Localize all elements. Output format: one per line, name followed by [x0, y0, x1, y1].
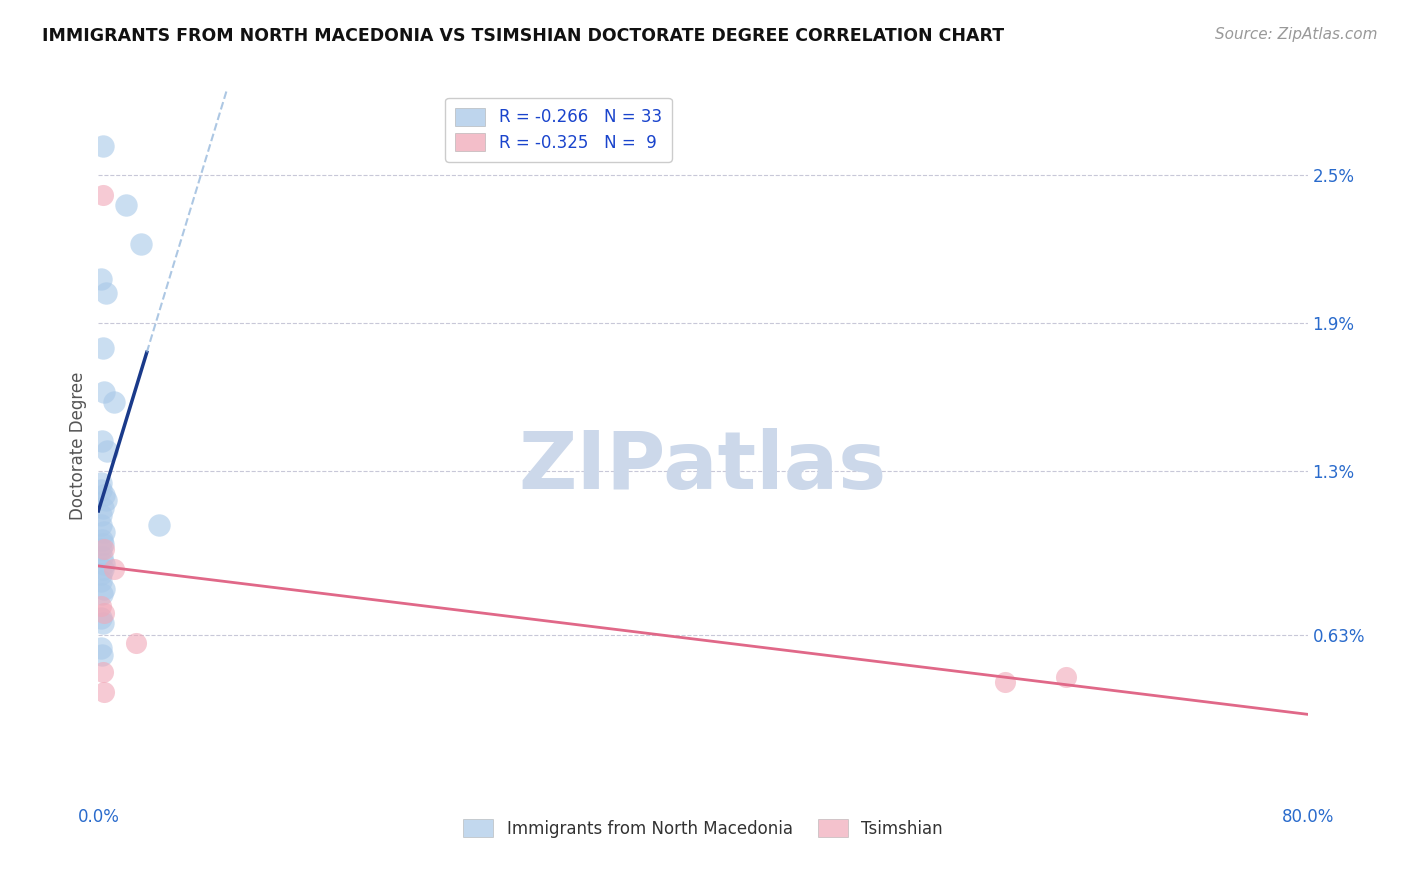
Point — [90, 574, 112, 589]
Point — [91, 665, 114, 680]
Point — [91, 616, 114, 631]
Point — [91, 537, 114, 551]
Point — [93, 384, 115, 399]
Point — [90, 483, 112, 498]
Point — [91, 138, 114, 153]
Point — [1054, 670, 1077, 684]
Point — [90, 508, 112, 522]
Point — [994, 675, 1017, 690]
Point — [90, 549, 112, 564]
Point — [91, 562, 114, 576]
Point — [91, 434, 114, 448]
Point — [91, 188, 114, 202]
Point — [94, 286, 117, 301]
Legend: Immigrants from North Macedonia, Tsimshian: Immigrants from North Macedonia, Tsimshi… — [457, 813, 949, 845]
Point — [93, 557, 115, 571]
Point — [93, 582, 115, 596]
Point — [103, 394, 125, 409]
Point — [91, 341, 114, 355]
Point — [148, 517, 170, 532]
Point — [91, 648, 114, 662]
Point — [125, 636, 148, 650]
Text: Source: ZipAtlas.com: Source: ZipAtlas.com — [1215, 27, 1378, 42]
Y-axis label: Doctorate Degree: Doctorate Degree — [69, 372, 87, 520]
Point — [90, 271, 112, 285]
Point — [93, 542, 115, 557]
Point — [91, 587, 114, 601]
Point — [90, 599, 112, 613]
Point — [90, 517, 112, 532]
Point — [90, 475, 112, 490]
Point — [103, 562, 125, 576]
Point — [90, 566, 112, 581]
Point — [129, 237, 152, 252]
Point — [96, 444, 118, 458]
Point — [90, 542, 112, 557]
Point — [93, 607, 115, 621]
Text: IMMIGRANTS FROM NORTH MACEDONIA VS TSIMSHIAN DOCTORATE DEGREE CORRELATION CHART: IMMIGRANTS FROM NORTH MACEDONIA VS TSIMS… — [42, 27, 1004, 45]
Point — [90, 611, 112, 625]
Point — [91, 533, 114, 547]
Point — [90, 640, 112, 655]
Point — [93, 685, 115, 699]
Point — [93, 525, 115, 540]
Point — [93, 488, 115, 502]
Point — [91, 500, 114, 515]
Text: ZIPatlas: ZIPatlas — [519, 428, 887, 507]
Point — [94, 493, 117, 508]
Point — [114, 198, 136, 212]
